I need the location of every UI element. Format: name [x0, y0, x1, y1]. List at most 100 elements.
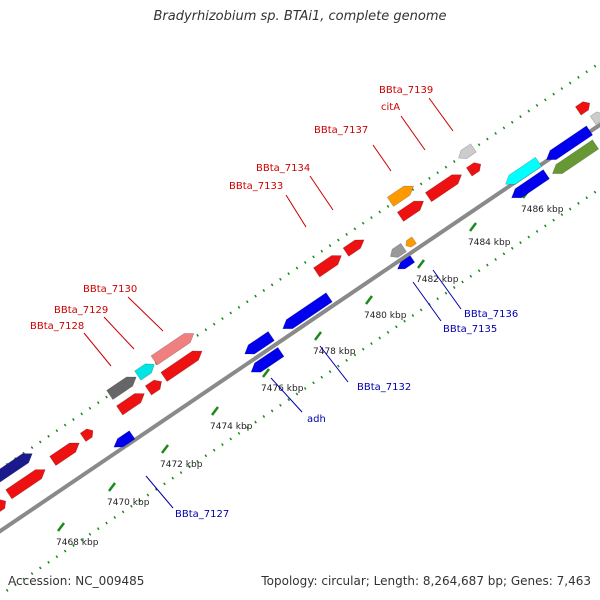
gene-feature-arrow	[0, 453, 33, 484]
label-leader-line	[319, 345, 349, 383]
gene-feature	[0, 453, 33, 484]
scale-tick-label: 7472 kbp	[160, 460, 203, 470]
scale-tick-label: 7474 kbp	[210, 422, 253, 432]
genome-summary-text: Topology: circular; Length: 8,264,687 bp…	[261, 574, 591, 588]
scale-tick-label: 7478 kbp	[313, 347, 356, 357]
scale-tick-label: 7480 kbp	[364, 311, 407, 321]
scale-tick-label: 7468 kbp	[56, 538, 99, 548]
label-leader-lines	[83, 97, 462, 509]
gene-feature-arrow	[574, 101, 591, 116]
gene-feature-arrow	[386, 185, 415, 207]
gene-label: citA	[381, 102, 400, 113]
gene-features	[0, 101, 600, 514]
gene-feature	[5, 469, 46, 500]
gene-feature-arrow	[134, 363, 155, 381]
gene-feature-arrow	[150, 333, 195, 366]
gene-label: BBta_7133	[229, 181, 283, 192]
gene-feature-arrow	[589, 111, 600, 125]
label-leader-line	[285, 194, 307, 228]
label-leader-line	[412, 281, 442, 322]
gene-label: BBta_7128	[30, 321, 84, 332]
label-leader-line	[309, 175, 334, 211]
label-leader-line	[145, 475, 174, 509]
scale-tick-mark	[469, 222, 477, 232]
gene-feature	[511, 169, 550, 199]
gene-feature	[405, 236, 417, 248]
gene-label: BBta_7127	[175, 509, 229, 520]
gene-feature	[505, 156, 543, 185]
label-leader-line	[103, 316, 135, 350]
gene-feature-arrow	[405, 236, 417, 248]
scale-tick-mark	[262, 368, 270, 378]
gene-label: BBta_7129	[54, 305, 108, 316]
gene-feature	[160, 350, 203, 382]
gene-feature-arrow	[244, 331, 275, 355]
scale-tick-mark	[417, 259, 425, 269]
gene-feature-arrow	[505, 156, 543, 185]
gene-feature-arrow	[144, 379, 162, 396]
gene-feature-arrow	[113, 430, 136, 448]
gene-feature	[144, 379, 162, 396]
label-leader-line	[400, 115, 426, 151]
scale-tick-mark	[161, 444, 169, 454]
gene-label: adh	[307, 414, 326, 425]
label-leader-line	[270, 377, 303, 413]
scale-tick-label: 7484 kbp	[468, 238, 511, 248]
gene-feature-arrow	[396, 200, 425, 222]
gene-feature-arrow	[160, 350, 203, 382]
scale-tick-label: 7482 kbp	[416, 275, 459, 285]
gene-feature-arrow	[424, 174, 462, 203]
scale-tick-label: 7486 kbp	[521, 205, 564, 215]
gene-feature	[589, 111, 600, 125]
gene-label: BBta_7139	[379, 85, 433, 96]
gene-label: BBta_7135	[443, 324, 497, 335]
gene-feature	[106, 376, 137, 400]
gene-feature	[313, 255, 342, 278]
gene-feature	[574, 101, 591, 116]
genome-backbone	[0, 122, 600, 534]
scale-tick-label: 7470 kbp	[107, 498, 150, 508]
gene-feature	[49, 442, 80, 466]
scale-tick-label: 7476 kbp	[261, 384, 304, 394]
label-leader-line	[428, 97, 454, 132]
gene-feature	[458, 143, 477, 159]
gene-feature-arrow	[342, 239, 365, 257]
gene-feature-arrow	[282, 292, 333, 330]
gene-feature	[552, 139, 600, 174]
gene-labels: BBta_7128 BBta_7129 BBta_7130 BBta_7133 BBta…	[30, 85, 518, 520]
gene-feature-arrow	[397, 255, 416, 270]
gene-feature	[0, 498, 7, 514]
gene-label: BBta_7130	[83, 284, 137, 295]
gene-feature	[134, 363, 155, 381]
gene-label: BBta_7134	[256, 163, 310, 174]
label-leader-line	[83, 332, 112, 367]
label-leader-line	[372, 144, 392, 172]
gene-feature	[396, 200, 425, 222]
gene-label: BBta_7132	[357, 382, 411, 393]
gene-feature	[113, 430, 136, 448]
gene-feature	[397, 255, 416, 270]
scale-tick-mark	[365, 295, 373, 305]
gene-feature-arrow	[511, 169, 550, 199]
scale-tick-mark	[314, 331, 322, 341]
gene-feature	[386, 185, 415, 207]
gene-feature-arrow	[116, 393, 145, 416]
gene-feature-arrow	[250, 346, 285, 373]
gene-feature-arrow	[465, 162, 482, 177]
label-leader-line	[127, 296, 164, 332]
gene-feature-arrow	[5, 469, 46, 500]
gene-feature	[244, 331, 275, 355]
scale-tick-mark	[108, 482, 116, 492]
gene-feature	[424, 174, 462, 203]
gene-feature-arrow	[390, 242, 407, 258]
scale-tick-mark	[57, 522, 65, 532]
gene-label: BBta_7137	[314, 125, 368, 136]
gene-feature-arrow	[313, 255, 342, 278]
label-leader-line	[432, 269, 462, 310]
gene-feature-arrow	[49, 442, 80, 466]
gene-feature	[79, 428, 94, 442]
map-title: Bradyrhizobium sp. BTAi1, complete genom…	[153, 9, 447, 24]
gene-feature	[546, 125, 594, 160]
gene-feature	[250, 346, 285, 373]
scale-ticks: 7468 kbp 7470 kbp 7472 kbp 7474 kbp 7476 kbp…	[56, 189, 564, 548]
